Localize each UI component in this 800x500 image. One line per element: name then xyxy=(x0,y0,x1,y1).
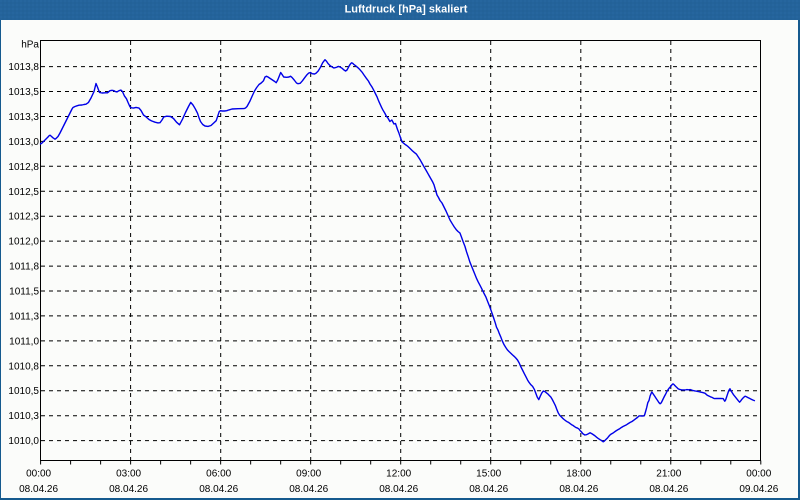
svg-text:1011,3: 1011,3 xyxy=(9,311,39,322)
svg-text:hPa: hPa xyxy=(21,40,39,51)
svg-text:08.04.26: 08.04.26 xyxy=(379,484,418,495)
svg-text:08.04.26: 08.04.26 xyxy=(559,484,598,495)
svg-text:18:00: 18:00 xyxy=(566,469,591,480)
svg-text:1012,5: 1012,5 xyxy=(8,187,39,198)
svg-text:00:00: 00:00 xyxy=(746,469,771,480)
svg-text:21:00: 21:00 xyxy=(656,469,681,480)
svg-text:08.04.26: 08.04.26 xyxy=(469,484,508,495)
svg-text:09:00: 09:00 xyxy=(296,469,321,480)
svg-text:1013,5: 1013,5 xyxy=(8,87,39,98)
svg-text:1011,8: 1011,8 xyxy=(9,262,39,273)
svg-text:1011,0: 1011,0 xyxy=(9,336,39,347)
svg-text:1013,0: 1013,0 xyxy=(8,137,39,148)
svg-text:1010,5: 1010,5 xyxy=(8,386,39,397)
svg-text:15:00: 15:00 xyxy=(476,469,501,480)
svg-text:1013,3: 1013,3 xyxy=(8,112,39,123)
svg-text:08.04.26: 08.04.26 xyxy=(109,484,148,495)
svg-text:1012,3: 1012,3 xyxy=(8,212,39,223)
svg-text:1011,5: 1011,5 xyxy=(9,287,39,298)
svg-text:06:00: 06:00 xyxy=(206,469,231,480)
svg-text:1010,0: 1010,0 xyxy=(8,436,39,447)
svg-text:09.04.26: 09.04.26 xyxy=(739,484,778,495)
svg-text:Luftdruck [hPa] skaliert: Luftdruck [hPa] skaliert xyxy=(345,4,468,16)
svg-text:1012,0: 1012,0 xyxy=(8,237,39,248)
svg-text:1013,8: 1013,8 xyxy=(8,62,39,73)
svg-text:1010,8: 1010,8 xyxy=(8,361,39,372)
svg-text:08.04.26: 08.04.26 xyxy=(19,484,58,495)
svg-text:00:00: 00:00 xyxy=(26,469,51,480)
svg-text:08.04.26: 08.04.26 xyxy=(649,484,688,495)
svg-text:08.04.26: 08.04.26 xyxy=(199,484,238,495)
svg-text:12:00: 12:00 xyxy=(386,469,411,480)
svg-text:03:00: 03:00 xyxy=(116,469,141,480)
svg-text:1010,3: 1010,3 xyxy=(8,411,39,422)
svg-text:1012,8: 1012,8 xyxy=(8,162,39,173)
svg-text:08.04.26: 08.04.26 xyxy=(289,484,328,495)
